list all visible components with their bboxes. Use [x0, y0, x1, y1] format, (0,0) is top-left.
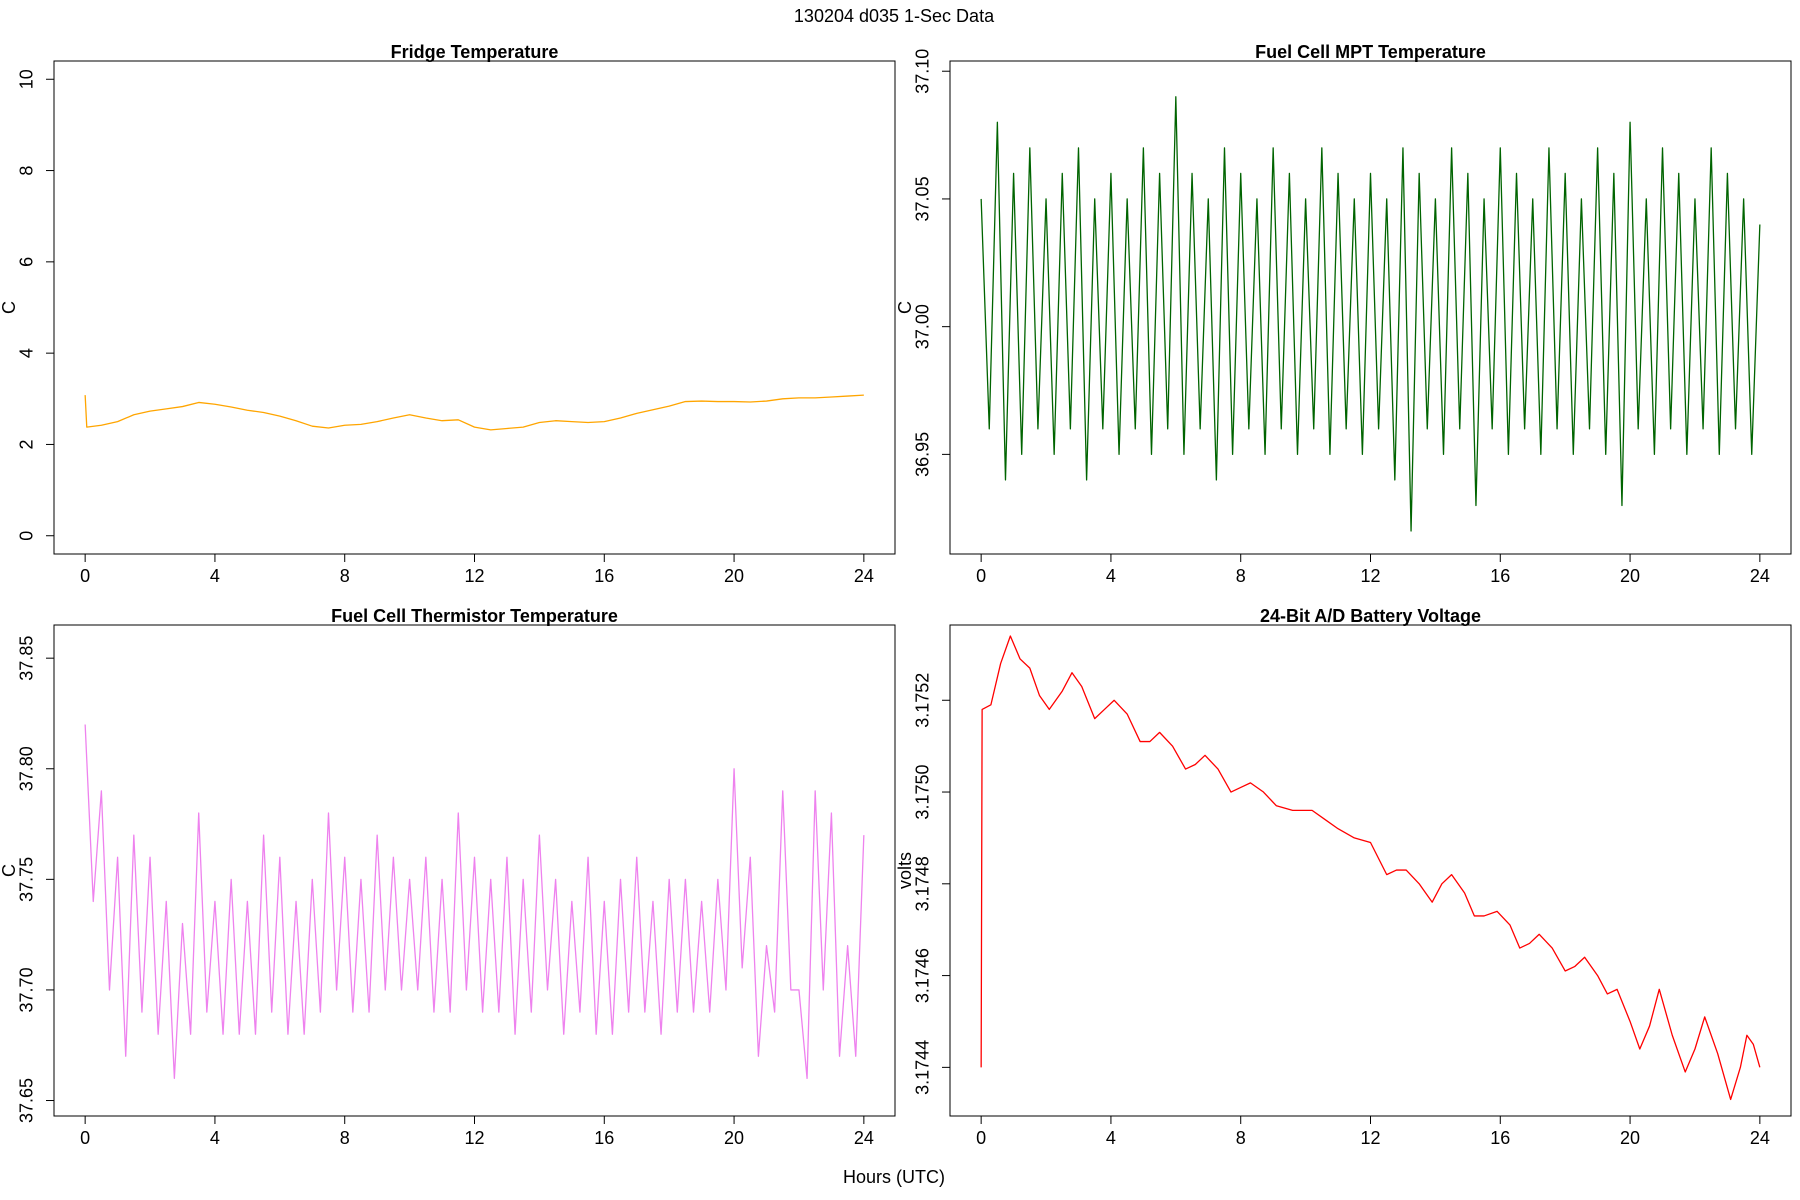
figure-title: 130204 d035 1-Sec Data: [794, 6, 995, 26]
plot-frame: [949, 60, 1792, 555]
x-tick-label: 20: [724, 1128, 744, 1148]
y-tick-label: 3.1748: [913, 856, 933, 911]
y-axis-label: volts: [895, 852, 915, 889]
y-tick-label: 8: [17, 166, 37, 176]
panel-title: Fridge Temperature: [391, 42, 559, 62]
x-tick-label: 24: [854, 566, 874, 586]
x-tick-label: 16: [1490, 566, 1510, 586]
data-line: [980, 96, 1761, 532]
x-tick-label: 0: [976, 1128, 986, 1148]
x-tick-label: 24: [1750, 566, 1770, 586]
y-axis-label: C: [0, 301, 19, 314]
y-tick-label: 37.00: [913, 304, 933, 349]
y-tick-label: 3.1750: [913, 765, 933, 820]
y-tick-label: 3.1746: [913, 948, 933, 1003]
y-tick-label: 3.1744: [913, 1040, 933, 1095]
x-tick-label: 12: [464, 1128, 484, 1148]
y-tick-label: 0: [17, 531, 37, 541]
panel-title: Fuel Cell Thermistor Temperature: [331, 606, 618, 626]
y-tick-label: 36.95: [913, 432, 933, 477]
y-tick-label: 3.1752: [913, 673, 933, 728]
x-tick-label: 4: [210, 1128, 220, 1148]
x-tick-label: 20: [1620, 566, 1640, 586]
y-tick-label: 2: [17, 439, 37, 449]
x-tick-label: 24: [1750, 1128, 1770, 1148]
x-tick-label: 16: [594, 566, 614, 586]
y-tick-label: 10: [17, 69, 37, 89]
data-line: [84, 394, 864, 431]
x-tick-label: 20: [1620, 1128, 1640, 1148]
x-axis-label: Hours (UTC): [843, 1167, 945, 1187]
panel-title: Fuel Cell MPT Temperature: [1255, 42, 1486, 62]
x-tick-label: 0: [976, 566, 986, 586]
x-tick-label: 20: [724, 566, 744, 586]
x-tick-label: 12: [464, 566, 484, 586]
plot-frame: [53, 624, 896, 1117]
x-tick-label: 16: [594, 1128, 614, 1148]
y-tick-label: 37.05: [913, 176, 933, 221]
y-axis-label: C: [0, 864, 19, 877]
data-line: [980, 635, 1761, 1101]
x-tick-label: 8: [340, 566, 350, 586]
panel-title: 24-Bit A/D Battery Voltage: [1260, 606, 1481, 626]
x-tick-label: 0: [80, 566, 90, 586]
x-tick-label: 4: [1106, 1128, 1116, 1148]
y-tick-label: 6: [17, 257, 37, 267]
y-tick-label: 37.70: [17, 967, 37, 1012]
x-tick-label: 8: [340, 1128, 350, 1148]
x-tick-label: 12: [1360, 566, 1380, 586]
x-tick-label: 8: [1236, 566, 1246, 586]
y-tick-label: 37.75: [17, 857, 37, 902]
x-tick-label: 16: [1490, 1128, 1510, 1148]
y-tick-label: 4: [17, 348, 37, 358]
x-tick-label: 24: [854, 1128, 874, 1148]
x-tick-label: 4: [210, 566, 220, 586]
plot-frame: [949, 624, 1792, 1117]
y-tick-label: 37.85: [17, 636, 37, 681]
y-axis-label: C: [895, 301, 915, 314]
y-tick-label: 37.10: [913, 49, 933, 94]
plot-frame: [53, 60, 896, 555]
data-line: [84, 724, 865, 1080]
y-tick-label: 37.80: [17, 746, 37, 791]
x-tick-label: 4: [1106, 566, 1116, 586]
x-tick-label: 8: [1236, 1128, 1246, 1148]
y-tick-label: 37.65: [17, 1078, 37, 1123]
x-tick-label: 12: [1360, 1128, 1380, 1148]
x-tick-label: 0: [80, 1128, 90, 1148]
